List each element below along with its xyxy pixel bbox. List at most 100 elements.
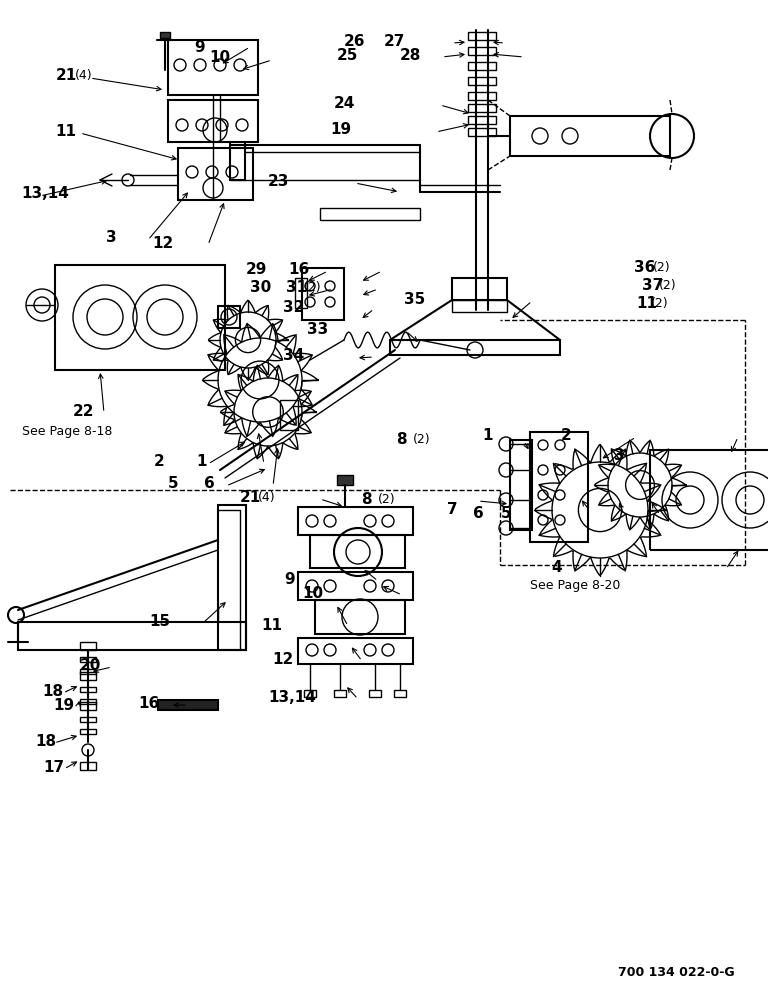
Text: 16: 16 (289, 262, 310, 277)
Bar (304, 690, 316, 697)
Text: 30: 30 (250, 280, 272, 296)
Text: 6: 6 (204, 477, 214, 491)
Bar (302, 268, 344, 320)
Bar (315, 600, 405, 634)
Text: 20: 20 (80, 658, 101, 674)
Bar (168, 100, 258, 142)
Text: 28: 28 (399, 48, 421, 64)
Text: 6: 6 (473, 506, 484, 522)
Text: 8: 8 (396, 432, 407, 448)
Text: 34: 34 (283, 349, 304, 363)
Bar (178, 148, 253, 200)
Text: 11: 11 (636, 296, 657, 312)
Text: 21: 21 (240, 490, 261, 506)
Text: (2): (2) (659, 279, 677, 292)
Text: 12: 12 (272, 652, 293, 668)
Text: 3: 3 (614, 448, 625, 464)
Text: 29: 29 (246, 262, 267, 277)
Bar (80, 702, 96, 710)
Text: See Page 8-18: See Page 8-18 (22, 426, 112, 438)
Text: 33: 33 (307, 322, 329, 338)
Text: 31: 31 (286, 280, 307, 296)
Bar (80, 762, 96, 770)
Bar (510, 116, 670, 156)
Bar (452, 300, 507, 312)
Text: 22: 22 (73, 404, 94, 420)
Text: 16: 16 (138, 696, 160, 712)
Text: 3: 3 (106, 231, 117, 245)
Text: 1: 1 (482, 428, 493, 444)
Text: 27: 27 (384, 34, 406, 49)
Bar (80, 672, 96, 680)
Bar (334, 690, 346, 697)
Text: 12: 12 (152, 236, 174, 251)
Text: 4: 4 (551, 560, 562, 576)
Text: 13,14: 13,14 (269, 690, 316, 706)
Bar (80, 729, 96, 734)
Bar (18, 622, 246, 650)
Text: 8: 8 (361, 492, 372, 508)
Text: (2): (2) (413, 434, 431, 446)
Text: 17: 17 (43, 760, 65, 776)
Bar (468, 47, 496, 55)
Bar (218, 306, 240, 328)
Text: 36: 36 (634, 260, 656, 275)
Text: 21: 21 (55, 68, 77, 84)
Text: (4): (4) (258, 491, 276, 504)
Bar (80, 687, 96, 692)
Bar (310, 535, 405, 568)
Text: 37: 37 (642, 278, 664, 294)
Text: 7: 7 (447, 502, 458, 518)
Bar (280, 400, 298, 430)
Text: 24: 24 (334, 97, 356, 111)
Bar (80, 717, 96, 722)
Text: 15: 15 (150, 614, 171, 630)
Bar (468, 32, 496, 40)
Text: 2: 2 (561, 428, 571, 444)
Bar (298, 507, 413, 535)
Bar (337, 475, 353, 485)
Text: 9: 9 (284, 572, 295, 587)
Text: (2): (2) (378, 493, 396, 506)
Bar (510, 440, 532, 530)
Text: 25: 25 (336, 48, 358, 64)
Bar (468, 77, 496, 85)
Bar (80, 642, 96, 650)
Bar (80, 669, 96, 674)
Text: 23: 23 (267, 174, 289, 190)
Text: 26: 26 (344, 34, 366, 49)
Text: 32: 32 (283, 300, 304, 316)
Text: 9: 9 (194, 39, 205, 54)
Text: See Page 8-20: See Page 8-20 (530, 580, 621, 592)
Text: 18: 18 (35, 734, 57, 750)
Text: 35: 35 (404, 292, 425, 308)
Text: (2): (2) (653, 261, 670, 274)
Bar (80, 657, 96, 662)
Text: 19: 19 (54, 698, 75, 714)
Bar (369, 690, 381, 697)
Bar (298, 572, 413, 600)
Bar (468, 116, 496, 124)
Bar (320, 208, 420, 220)
Bar (394, 690, 406, 697)
Text: 18: 18 (42, 684, 64, 700)
Text: 5: 5 (501, 506, 511, 522)
Text: 10: 10 (209, 50, 230, 66)
Bar (160, 32, 170, 38)
Bar (295, 278, 307, 308)
Text: (2): (2) (651, 298, 669, 310)
Bar (80, 699, 96, 704)
Text: 5: 5 (167, 477, 178, 491)
Text: 11: 11 (261, 617, 282, 633)
Text: 11: 11 (55, 124, 76, 139)
Bar (452, 278, 507, 300)
Text: 13,14: 13,14 (22, 186, 69, 202)
Bar (168, 40, 258, 95)
Text: 10: 10 (303, 586, 324, 601)
Text: (2): (2) (304, 282, 322, 294)
Bar (468, 104, 496, 112)
Text: (4): (4) (75, 70, 93, 83)
Bar (158, 700, 218, 710)
Bar (468, 62, 496, 70)
Bar (650, 450, 768, 550)
